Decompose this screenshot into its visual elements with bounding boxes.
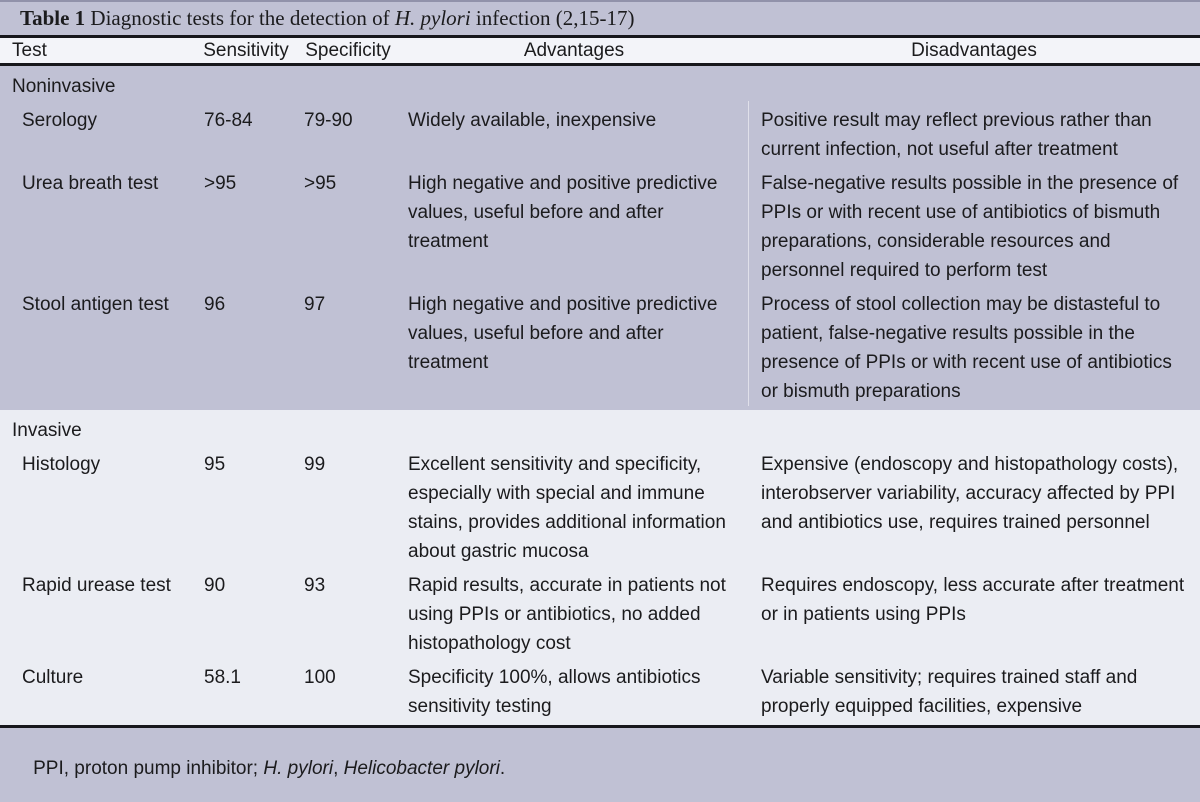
cell-specificity: 97 xyxy=(304,294,326,315)
cell-test: Serology xyxy=(22,110,97,131)
cell-sensitivity: 90 xyxy=(204,575,226,596)
section-label-noninvasive: Noninvasive xyxy=(12,76,116,97)
column-header-test: Test xyxy=(12,39,47,61)
section-label-invasive: Invasive xyxy=(12,420,82,441)
cell-disadvantages: False-negative results possible in the p… xyxy=(748,164,1200,285)
cell-advantages: Excellent sensitivity and specificity, e… xyxy=(408,454,726,562)
table-row-urea-breath-test: Urea breath test >95 >95 High negative a… xyxy=(0,164,1200,285)
table-footnote: PPI, proton pump inhibitor; H. pylori, H… xyxy=(0,725,1200,802)
cell-sensitivity: 58.1 xyxy=(204,667,241,688)
cell-disadvantages: Variable sensitivity; requires trained s… xyxy=(761,667,1138,717)
footnote-period: . xyxy=(499,758,506,779)
column-header-advantages: Advantages xyxy=(523,39,625,61)
cell-disadvantages: Process of stool collection may be dista… xyxy=(748,285,1200,406)
cell-advantages: Rapid results, accurate in patients not … xyxy=(408,575,726,654)
cell-sensitivity: >95 xyxy=(204,173,237,194)
footnote-species-italic: Helicobacter pylori xyxy=(343,758,500,779)
table-header: Test Sensitivity Specificity Advantages … xyxy=(0,38,1200,66)
footnote-abbrev-italic: H. pylori xyxy=(263,758,334,779)
cell-disadvantages: Positive result may reflect previous rat… xyxy=(748,101,1200,164)
cell-advantages: Specificity 100%, allows antibiotics sen… xyxy=(408,667,701,717)
cell-disadvantages: Expensive (endoscopy and histopathology … xyxy=(761,454,1179,533)
cell-advantages: Widely available, inexpensive xyxy=(408,110,657,131)
table-title-text: Diagnostic tests for the detection of xyxy=(85,6,395,30)
section-noninvasive: Noninvasive Serology 76-84 79-90 Widely … xyxy=(0,66,1200,410)
cell-test: Urea breath test xyxy=(22,173,159,194)
cell-specificity: 93 xyxy=(304,575,326,596)
table-row-rapid-urease-test: Rapid urease test 90 93 Rapid results, a… xyxy=(0,566,1200,658)
cell-disadvantages: Requires endoscopy, less accurate after … xyxy=(761,575,1185,625)
cell-advantages: High negative and positive predictive va… xyxy=(408,173,718,252)
table-row-serology: Serology 76-84 79-90 Widely available, i… xyxy=(0,101,1200,164)
cell-sensitivity: 96 xyxy=(204,294,226,315)
table-row-stool-antigen-test: Stool antigen test 96 97 High negative a… xyxy=(0,285,1200,406)
table-row-histology: Histology 95 99 Excellent sensitivity an… xyxy=(0,445,1200,566)
table-title-italic: H. pylori xyxy=(394,6,471,30)
cell-test: Stool antigen test xyxy=(22,294,169,315)
cell-test: Histology xyxy=(22,454,101,475)
cell-specificity: >95 xyxy=(304,173,337,194)
table-title-label: Table 1 xyxy=(20,6,86,30)
section-invasive: Invasive Histology 95 99 Excellent sensi… xyxy=(0,410,1200,725)
footnote-separator: , xyxy=(333,758,344,779)
cell-specificity: 100 xyxy=(304,667,336,688)
column-header-sensitivity: Sensitivity xyxy=(203,39,289,61)
cell-test: Rapid urease test xyxy=(22,575,171,596)
cell-test: Culture xyxy=(22,667,84,688)
footnote-text: PPI, proton pump inhibitor; xyxy=(33,758,264,779)
table-title-suffix: infection (2,15-17) xyxy=(470,6,635,30)
cell-sensitivity: 95 xyxy=(204,454,226,475)
table-title: Table 1 Diagnostic tests for the detecti… xyxy=(0,2,1200,38)
cell-specificity: 79-90 xyxy=(304,110,353,131)
cell-sensitivity: 76-84 xyxy=(204,110,253,131)
table-row-culture: Culture 58.1 100 Specificity 100%, allow… xyxy=(0,658,1200,721)
cell-advantages: High negative and positive predictive va… xyxy=(408,294,718,373)
column-header-specificity: Specificity xyxy=(305,39,391,61)
cell-specificity: 99 xyxy=(304,454,326,475)
column-header-disadvantages: Disadvantages xyxy=(911,39,1037,61)
